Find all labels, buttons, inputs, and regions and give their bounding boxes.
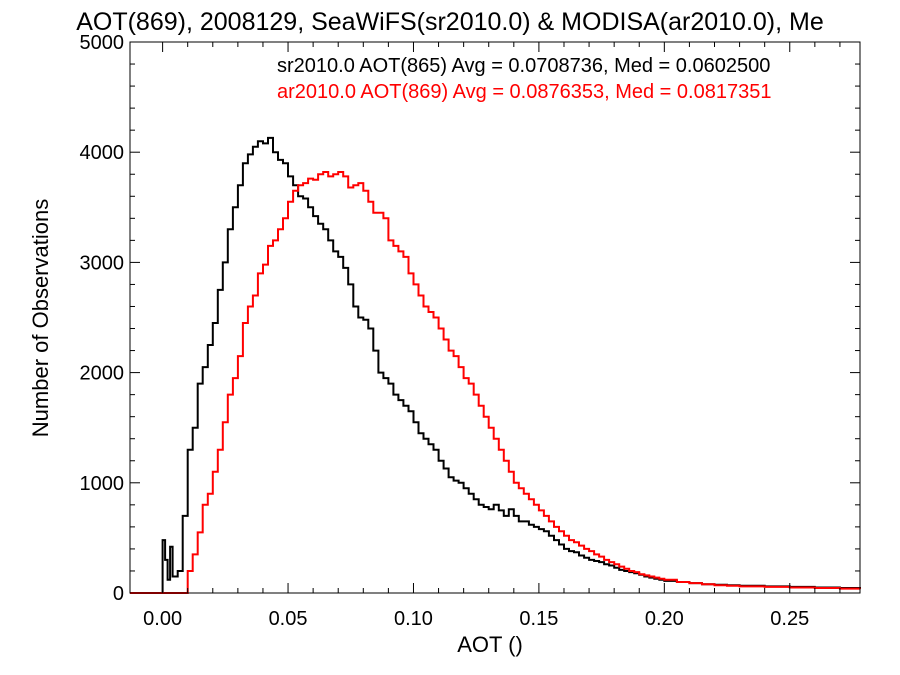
x-tick-label: 0.20 bbox=[645, 608, 684, 630]
y-tick-label: 2000 bbox=[80, 363, 125, 385]
chart-title: AOT(869), 2008129, SeaWiFS(sr2010.0) & M… bbox=[76, 8, 824, 36]
histogram-series-ar2010 bbox=[130, 171, 861, 594]
x-tick-label: 0.25 bbox=[770, 608, 809, 630]
y-axis-label: Number of Observations bbox=[28, 199, 53, 437]
x-axis-label: AOT () bbox=[457, 632, 523, 657]
x-tick-label: 0.10 bbox=[394, 608, 433, 630]
y-tick-label: 3000 bbox=[80, 252, 125, 274]
histogram-series-sr2010 bbox=[130, 136, 861, 594]
plot-frame bbox=[129, 41, 861, 594]
legend-entry-sr2010: sr2010.0 AOT(865) Avg = 0.0708736, Med =… bbox=[277, 55, 770, 77]
y-tick-label: 4000 bbox=[80, 142, 125, 164]
y-tick-label: 1000 bbox=[80, 473, 125, 495]
y-tick-label: 0 bbox=[113, 583, 124, 605]
x-tick-label: 0.15 bbox=[519, 608, 558, 630]
x-tick-label: 0.00 bbox=[143, 608, 182, 630]
y-tick-label: 5000 bbox=[80, 32, 125, 54]
legend-entry-ar2010: ar2010.0 AOT(869) Avg = 0.0876353, Med =… bbox=[277, 81, 771, 103]
x-tick-label: 0.05 bbox=[269, 608, 308, 630]
plot-area: 0.00 0.05 0.10 0.15 0.20 0.25 0 1000 2000 3000 400… bbox=[80, 32, 861, 630]
